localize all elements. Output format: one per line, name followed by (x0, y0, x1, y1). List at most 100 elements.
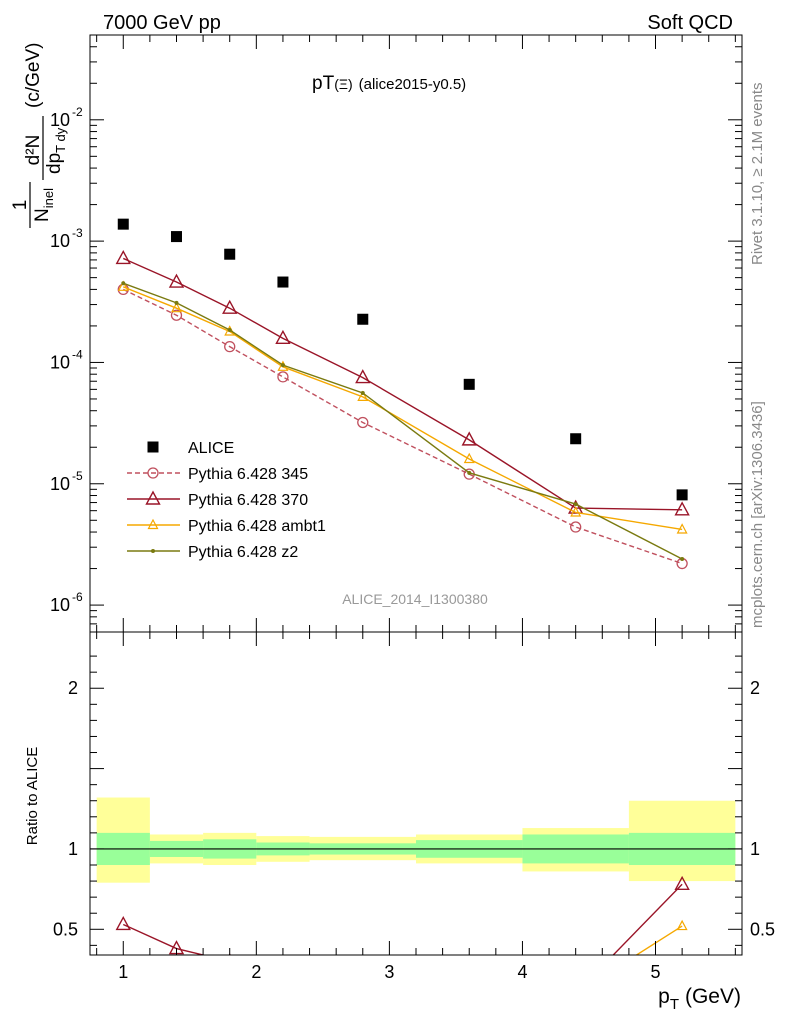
data-point (117, 280, 129, 291)
data-point (117, 218, 129, 230)
main-plot-frame (89, 34, 743, 633)
y-tick-label: 1 (68, 839, 78, 859)
legend-marker (147, 467, 159, 479)
data-point (674, 501, 690, 516)
y-tick-label: 2 (68, 678, 78, 698)
legend-label: ALICE (188, 440, 234, 457)
main-plot-panel: 10-210-310-410-510-6 pT(Ξ) (alice2015-y0.… (10, 34, 743, 633)
data-point (357, 416, 369, 429)
series-alice (117, 218, 688, 501)
y-tick-exponent: -4 (72, 347, 83, 361)
data-point (275, 329, 291, 345)
energy-label: 7000 GeV pp (103, 12, 221, 34)
y-axis-label: 1 Ninel d²N dpT dy (c/GeV) (10, 43, 68, 228)
data-point (168, 273, 185, 288)
y-label-unit: (c/GeV) (23, 43, 44, 108)
ratio-line (635, 925, 683, 955)
legend-entry: ALICE (147, 440, 234, 457)
y-label-den: Ninel (32, 188, 56, 222)
data-point (170, 309, 183, 321)
y-tick-exponent: -2 (72, 105, 83, 119)
y-tick-label-right: 1 (750, 839, 760, 859)
analysis-watermark: ALICE_2014_I1300380 (342, 591, 488, 607)
ratio-plot-frame (89, 631, 743, 956)
data-point (115, 249, 131, 265)
ratio-line (122, 883, 683, 955)
y-tick-label: 0.5 (53, 919, 78, 939)
x-axis-label-p: p (658, 985, 670, 1008)
x-tick-label: 5 (651, 962, 661, 982)
ratio-series-pythia-6-428-ambt1 (571, 919, 688, 998)
y-label-den-n: N (32, 208, 53, 222)
x-tick-label: 2 (251, 962, 261, 982)
plot-title: pT(Ξ) (alice2015-y0.5) (312, 73, 466, 94)
plot-title-tag: (alice2015-y0.5) (359, 76, 467, 93)
legend-marker (147, 518, 159, 530)
main-plot-marks (115, 218, 690, 570)
y-tick-label: 10 (50, 110, 70, 130)
data-point (224, 340, 236, 353)
legend-entry: Pythia 6.428 z2 (127, 544, 298, 561)
legend-label: Pythia 6.428 345 (188, 466, 308, 483)
data-point (355, 369, 371, 384)
data-point (360, 390, 365, 395)
y-tick-exponent: -6 (72, 590, 83, 604)
y-label-den2: dpT dy (44, 127, 68, 174)
legend-entry: Pythia 6.428 ambt1 (127, 518, 326, 535)
y-tick-exponent: -5 (72, 469, 83, 483)
main-plot-axes: 10-210-310-410-510-6 (50, 34, 742, 633)
data-point (570, 506, 582, 517)
y-tick-exponent: -3 (72, 226, 83, 240)
y-label-num: 1 (10, 200, 31, 211)
y-label-den2-sub: T dy (53, 127, 68, 153)
data-point (463, 378, 475, 390)
series-pythia-6-428-370 (115, 249, 690, 516)
legend-marker (147, 441, 159, 453)
legend-marker (151, 549, 155, 553)
data-point (357, 313, 369, 325)
y-label-den-sub: inel (41, 188, 56, 208)
data-point (463, 452, 475, 464)
category-label: Soft QCD (647, 12, 733, 34)
y-tick-label: 10 (50, 474, 70, 494)
data-point (676, 523, 688, 534)
series-pythia-6-428-345 (117, 283, 688, 570)
legend-marker (145, 490, 161, 505)
series-line (123, 282, 683, 560)
series-pythia-6-428-ambt1 (117, 280, 688, 534)
y-tick-label-right: 0.5 (750, 919, 775, 939)
data-point (357, 390, 369, 401)
legend-label: Pythia 6.428 370 (188, 492, 308, 509)
plot-title-main: pT (312, 73, 335, 94)
y-tick-label: 10 (50, 352, 70, 372)
data-point (280, 363, 285, 368)
series-line (123, 286, 683, 531)
ratio-point (571, 989, 580, 998)
x-axis-label-sub: T (670, 996, 679, 1013)
ratio-uncertainty-bands (90, 797, 742, 883)
data-point (573, 502, 578, 507)
x-axis-label-unit: (GeV) (685, 985, 741, 1008)
x-tick-label: 4 (517, 962, 527, 982)
mcplots-label: mcplots.cern.ch [arXiv:1306.3436] (749, 401, 766, 628)
y-tick-label: 10 (50, 231, 70, 251)
y-tick-label-right: 2 (750, 678, 760, 698)
ratio-plot-panel: 1 2 3 4 5 0.5 0.5 1 1 2 2 Ratio to ALICE pT (GeV) (24, 631, 775, 1013)
ratio-point (115, 915, 131, 931)
data-point (676, 489, 688, 501)
x-tick-label: 1 (118, 962, 128, 982)
data-point (170, 231, 182, 243)
series-line (122, 257, 683, 511)
ratio-plot-axes: 1 2 3 4 5 0.5 0.5 1 1 2 2 (53, 632, 775, 982)
legend-entry: Pythia 6.428 370 (127, 490, 308, 509)
data-point (227, 328, 232, 333)
data-point (121, 281, 126, 286)
series-pythia-6-428-z2 (121, 281, 685, 561)
y-label-den2-dp: dp (44, 153, 65, 174)
data-point (222, 299, 238, 314)
rivet-version-label: Rivet 3.1.10, ≥ 2.1M events (749, 83, 766, 266)
data-point (277, 276, 289, 288)
ratio-point (674, 875, 690, 890)
data-point (174, 300, 179, 305)
